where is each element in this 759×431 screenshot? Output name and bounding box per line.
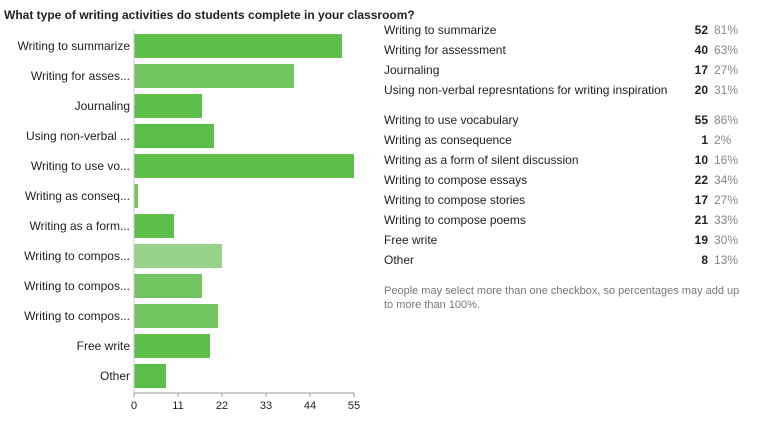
row-label: Journaling [384, 63, 440, 77]
bar [134, 34, 342, 58]
row-percent: 33% [714, 213, 739, 227]
row-percent: 2% [714, 133, 732, 147]
row-percent: 81% [714, 23, 739, 37]
category-label: Free write [77, 339, 131, 353]
table-row: Using non-verbal represntations for writ… [384, 80, 759, 100]
row-percent: 63% [714, 43, 739, 57]
row-percent: 16% [714, 153, 739, 167]
table-row: Writing to compose essays 22 34% [384, 170, 759, 190]
row-count: 1 [701, 133, 708, 147]
row-count: 19 [694, 233, 708, 247]
table-gap [384, 100, 759, 110]
row-count: 22 [694, 173, 708, 187]
row-count: 17 [694, 63, 708, 77]
table-row: Writing as consequence 1 2% [384, 130, 759, 150]
row-label: Free write [384, 233, 438, 247]
row-label: Writing to use vocabulary [384, 113, 519, 127]
footnote-text: People may select more than one checkbox… [384, 285, 740, 311]
table-row: Writing to compose poems 21 33% [384, 210, 759, 230]
row-count: 10 [694, 153, 708, 167]
x-tick-label: 33 [260, 400, 272, 412]
bar [134, 94, 202, 118]
row-count: 17 [694, 193, 708, 207]
x-tick-label: 11 [172, 400, 183, 412]
table-row: Writing for assessment 40 63% [384, 40, 759, 60]
category-label: Writing to compos... [24, 279, 130, 293]
row-count: 55 [694, 113, 708, 127]
category-label: Writing as a form... [30, 219, 130, 233]
row-count: 40 [694, 43, 708, 57]
x-tick-label: 55 [348, 400, 360, 412]
row-count: 52 [694, 23, 708, 37]
table-row: Journaling 17 27% [384, 60, 759, 80]
row-label: Writing to compose essays [384, 173, 528, 187]
bar [134, 64, 294, 88]
category-label: Writing to compos... [24, 249, 130, 263]
row-percent: 27% [714, 63, 739, 77]
table-row: Writing to use vocabulary 55 86% [384, 110, 759, 130]
table-row: Other 8 13% [384, 250, 759, 270]
x-tick-label: 22 [216, 400, 228, 412]
row-label: Using non-verbal represntations for writ… [384, 83, 668, 97]
bar [134, 244, 222, 268]
category-label: Writing for asses... [31, 69, 130, 83]
x-tick-label: 0 [131, 400, 137, 412]
category-label: Journaling [75, 99, 130, 113]
row-label: Writing for assessment [384, 43, 506, 57]
bar [134, 304, 218, 328]
bar [134, 124, 214, 148]
category-label: Writing to compos... [24, 309, 130, 323]
row-label: Writing as a form of silent discussion [384, 153, 579, 167]
category-label: Using non-verbal ... [26, 129, 130, 143]
row-label: Writing to compose stories [384, 193, 526, 207]
row-percent: 86% [714, 113, 739, 127]
category-label: Writing to use vo... [31, 159, 130, 173]
category-label: Writing as conseq... [25, 189, 130, 203]
question-title: What type of writing activities do stude… [4, 8, 415, 22]
row-percent: 30% [714, 233, 739, 247]
row-percent: 13% [714, 253, 739, 267]
row-count: 21 [694, 213, 708, 227]
bar [134, 364, 166, 388]
table-row: Writing to summarize 52 81% [384, 20, 759, 40]
bar [134, 334, 210, 358]
row-count: 8 [701, 253, 708, 267]
bar [134, 184, 138, 208]
table-row: Free write 19 30% [384, 230, 759, 250]
bar [134, 154, 354, 178]
row-percent: 31% [714, 83, 739, 97]
category-labels: Writing to summarize Writing for asses...… [18, 39, 131, 383]
row-count: 20 [694, 83, 708, 97]
x-tick-label: 44 [304, 400, 316, 412]
row-label: Other [384, 253, 415, 267]
category-label: Other [100, 369, 130, 383]
results-table: Writing to summarize 52 81% Writing for ass… [384, 20, 759, 270]
row-label: Writing as consequence [384, 133, 512, 147]
row-label: Writing to summarize [384, 23, 497, 37]
category-label: Writing to summarize [18, 39, 131, 53]
footnote: People may select more than one checkbox… [384, 284, 759, 312]
bar [134, 214, 174, 238]
table-row: Writing as a form of silent discussion 10… [384, 150, 759, 170]
bar-group [134, 34, 354, 388]
row-percent: 27% [714, 193, 739, 207]
bar [134, 274, 202, 298]
x-axis: 0 11 22 33 44 55 [131, 30, 360, 412]
bar-chart: Writing to summarize Writing for asses...… [18, 30, 360, 412]
row-percent: 34% [714, 173, 739, 187]
row-label: Writing to compose poems [384, 213, 526, 227]
table-row: Writing to compose stories 17 27% [384, 190, 759, 210]
